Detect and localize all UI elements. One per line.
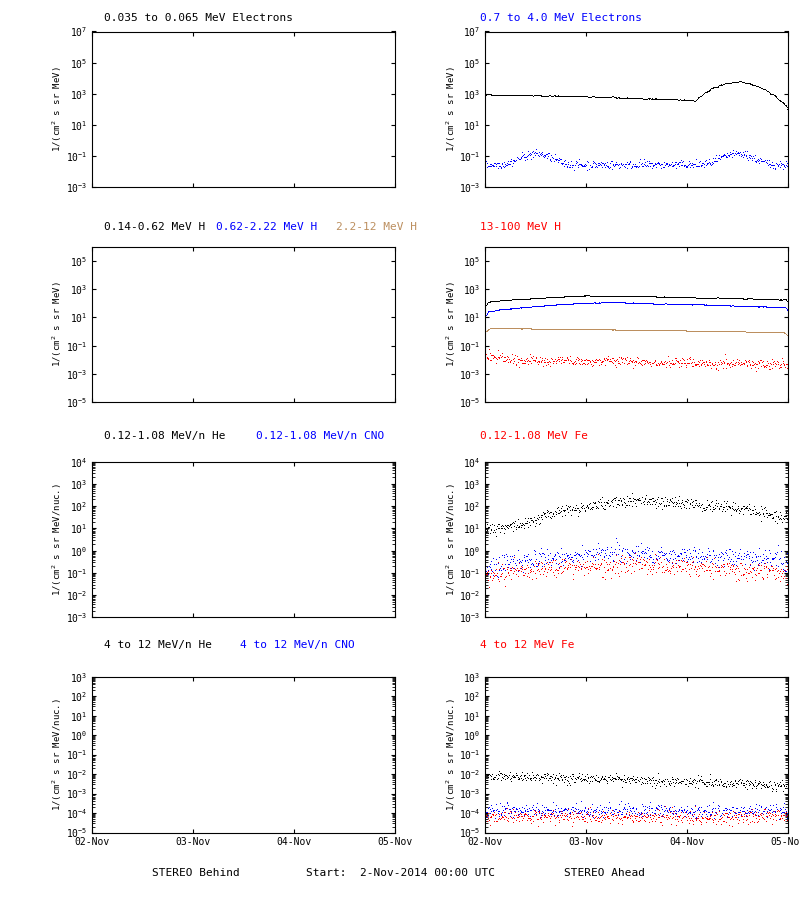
Text: 0.035 to 0.065 MeV Electrons: 0.035 to 0.065 MeV Electrons xyxy=(104,14,293,23)
Text: 0.12-1.08 MeV Fe: 0.12-1.08 MeV Fe xyxy=(480,431,588,441)
Text: 4 to 12 MeV/n CNO: 4 to 12 MeV/n CNO xyxy=(240,640,354,650)
Text: STEREO Ahead: STEREO Ahead xyxy=(563,868,645,878)
Y-axis label: 1/(cm$^2$ s sr MeV): 1/(cm$^2$ s sr MeV) xyxy=(51,282,64,367)
Text: 0.7 to 4.0 MeV Electrons: 0.7 to 4.0 MeV Electrons xyxy=(480,14,642,23)
Text: 13-100 MeV H: 13-100 MeV H xyxy=(480,222,561,232)
Text: 0.12-1.08 MeV/n He: 0.12-1.08 MeV/n He xyxy=(104,431,226,441)
Y-axis label: 1/(cm$^2$ s sr MeV/nuc.): 1/(cm$^2$ s sr MeV/nuc.) xyxy=(51,483,64,596)
Y-axis label: 1/(cm$^2$ s sr MeV/nuc.): 1/(cm$^2$ s sr MeV/nuc.) xyxy=(444,698,458,811)
Text: 0.12-1.08 MeV/n CNO: 0.12-1.08 MeV/n CNO xyxy=(256,431,384,441)
Text: 4 to 12 MeV Fe: 4 to 12 MeV Fe xyxy=(480,640,574,650)
Y-axis label: 1/(cm$^2$ s sr MeV/nuc.): 1/(cm$^2$ s sr MeV/nuc.) xyxy=(444,483,458,596)
Text: 2.2-12 MeV H: 2.2-12 MeV H xyxy=(336,222,417,232)
Text: Start:  2-Nov-2014 00:00 UTC: Start: 2-Nov-2014 00:00 UTC xyxy=(306,868,494,878)
Text: 0.14-0.62 MeV H: 0.14-0.62 MeV H xyxy=(104,222,206,232)
Text: 0.62-2.22 MeV H: 0.62-2.22 MeV H xyxy=(216,222,318,232)
Y-axis label: 1/(cm$^2$ s sr MeV): 1/(cm$^2$ s sr MeV) xyxy=(444,67,458,152)
Text: 4 to 12 MeV/n He: 4 to 12 MeV/n He xyxy=(104,640,212,650)
Y-axis label: 1/(cm$^2$ s sr MeV): 1/(cm$^2$ s sr MeV) xyxy=(51,67,64,152)
Y-axis label: 1/(cm$^2$ s sr MeV/nuc.): 1/(cm$^2$ s sr MeV/nuc.) xyxy=(50,698,64,811)
Y-axis label: 1/(cm$^2$ s sr MeV): 1/(cm$^2$ s sr MeV) xyxy=(444,282,458,367)
Text: STEREO Behind: STEREO Behind xyxy=(152,868,240,878)
